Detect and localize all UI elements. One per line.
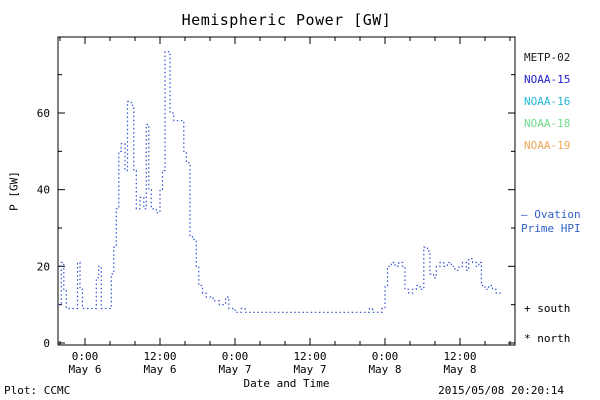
svg-text:0: 0 — [43, 337, 50, 350]
legend-marker-south: + south — [524, 302, 571, 315]
svg-text:May 6: May 6 — [143, 363, 176, 376]
plot-source-label: Plot: CCMC — [4, 384, 71, 397]
legend-marker-north: * north — [524, 332, 571, 345]
legend-ovation-line1: – Ovation — [521, 208, 581, 221]
svg-text:May 6: May 6 — [68, 363, 101, 376]
svg-text:May 7: May 7 — [218, 363, 251, 376]
svg-text:0:00: 0:00 — [222, 350, 249, 363]
plot-timestamp: 2015/05/08 20:20:14 — [438, 384, 564, 397]
svg-text:May 8: May 8 — [443, 363, 476, 376]
svg-text:12:00: 12:00 — [143, 350, 176, 363]
svg-text:40: 40 — [37, 184, 50, 197]
svg-text:0:00: 0:00 — [372, 350, 399, 363]
svg-text:May 8: May 8 — [368, 363, 401, 376]
legend-ovation: – Ovation Prime HPI — [521, 208, 581, 236]
svg-text:0:00: 0:00 — [72, 350, 99, 363]
svg-text:May 7: May 7 — [293, 363, 326, 376]
y-axis-label: P [GW] — [7, 171, 21, 211]
legend-ovation-line2: Prime HPI — [521, 222, 581, 235]
legend: METP-02 NOAA-15 NOAA-16 NOAA-18 NOAA-19 — [524, 47, 570, 157]
svg-text:60: 60 — [37, 107, 50, 120]
svg-text:20: 20 — [37, 260, 50, 273]
chart-title: Hemispheric Power [GW] — [181, 11, 392, 29]
legend-item-metp02: METP-02 — [524, 51, 571, 64]
svg-text:12:00: 12:00 — [443, 350, 476, 363]
legend-item-noaa18: NOAA-18 — [524, 117, 571, 130]
legend-item-noaa19: NOAA-19 — [524, 139, 571, 152]
x-axis-label: Date and Time — [243, 377, 330, 390]
legend-item-noaa16: NOAA-16 — [524, 95, 571, 108]
svg-text:12:00: 12:00 — [293, 350, 326, 363]
legend-item-noaa15: NOAA-15 — [524, 73, 571, 86]
